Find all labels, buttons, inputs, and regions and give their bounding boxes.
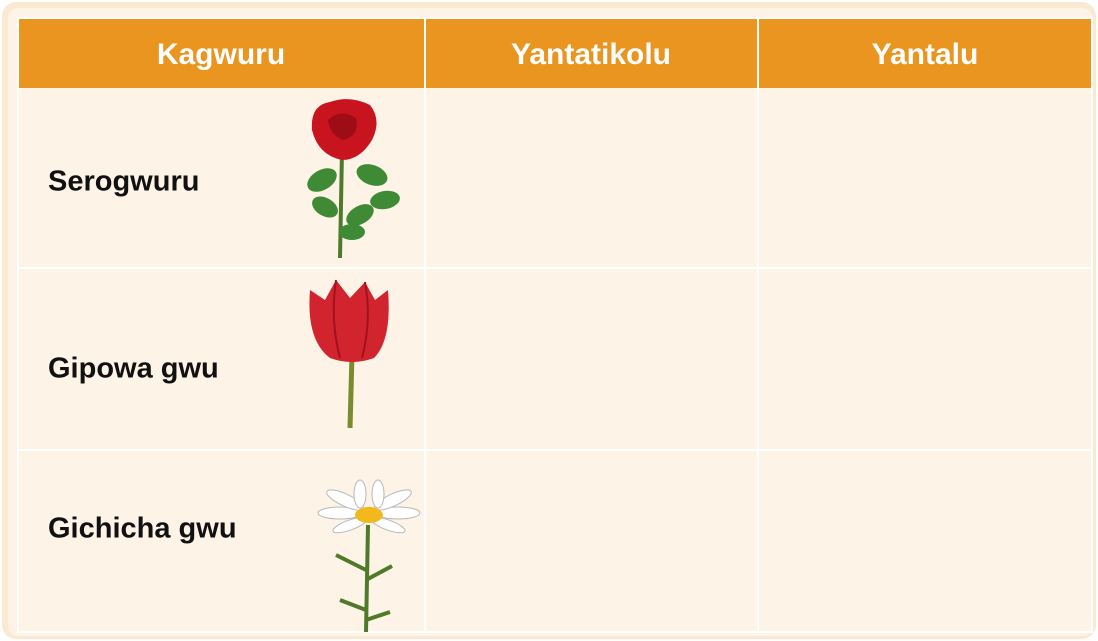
tulip-illustration <box>309 279 389 429</box>
row-label: Gipowa gwu <box>48 353 219 385</box>
rose-illustration <box>307 99 400 259</box>
row-label: Gichicha gwu <box>48 513 237 545</box>
table-outline <box>17 17 1093 633</box>
daisy-illustration <box>317 479 421 633</box>
header-row <box>18 18 1092 88</box>
header-cell: Kagwuru <box>157 38 285 71</box>
grid-lines <box>17 17 1093 633</box>
row-label: Serogwuru <box>48 166 199 198</box>
frame-inner <box>8 8 1092 636</box>
header-cell: Yantatikolu <box>511 38 671 71</box>
header-cell: Yantalu <box>872 38 979 71</box>
